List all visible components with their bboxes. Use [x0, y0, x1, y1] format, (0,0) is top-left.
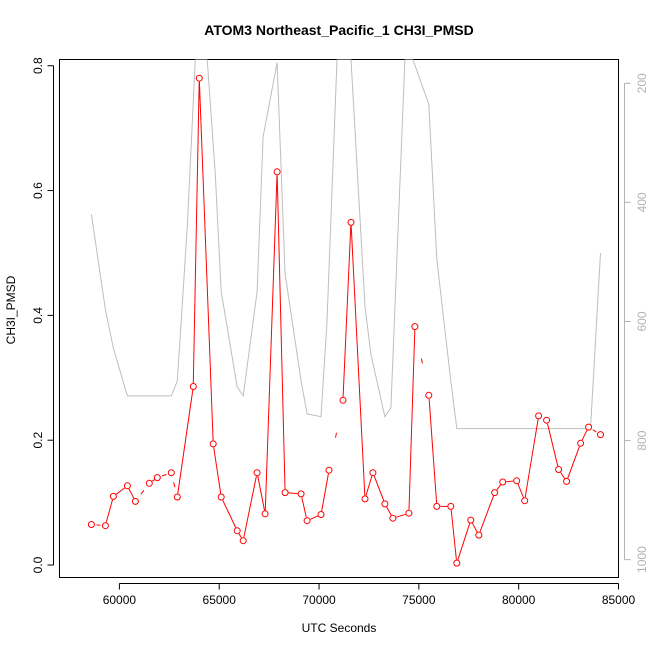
- ch3i-point: [492, 490, 498, 496]
- ch3i-point: [564, 478, 570, 484]
- ch3i-point: [174, 494, 180, 500]
- y-tick-label: 0.6: [31, 182, 45, 199]
- y-tick-label: 0.2: [31, 432, 45, 449]
- x-tick-label: 65000: [203, 593, 237, 607]
- ch3i-point: [412, 324, 418, 330]
- ch3i-segment: [506, 481, 513, 482]
- x-axis-label: UTC Seconds: [302, 621, 377, 635]
- ch3i-point: [476, 532, 482, 538]
- ch3i-point: [318, 512, 324, 518]
- ch3i-point: [274, 169, 280, 175]
- ch3i-point: [586, 424, 592, 430]
- ch3i-point: [102, 523, 108, 529]
- ch3i-point: [340, 397, 346, 403]
- y-axis-label: CH3I_PMSD: [4, 275, 18, 344]
- ch3i-point: [234, 528, 240, 534]
- ch3i-point: [240, 538, 246, 544]
- ch3i-point: [218, 494, 224, 500]
- ch3i-point: [132, 498, 138, 504]
- x-tick-label: 85000: [602, 593, 636, 607]
- x-tick-label: 70000: [302, 593, 336, 607]
- ch3i-point: [298, 491, 304, 497]
- ch3i-point: [196, 75, 202, 81]
- ch3i-point: [190, 384, 196, 390]
- ch3i-point: [304, 518, 310, 524]
- ch3i-point: [500, 479, 506, 485]
- y-tick-label: 0.8: [31, 57, 45, 74]
- ch3i-point: [262, 511, 268, 517]
- ch3i-point: [154, 475, 160, 481]
- y2-tick-label: 400: [635, 192, 649, 212]
- ch3i-point: [382, 501, 388, 507]
- ch3i-point: [370, 470, 376, 476]
- chart-title: ATOM3 Northeast_Pacific_1 CH3I_PMSD: [204, 22, 473, 38]
- ch3i-point: [362, 496, 368, 502]
- ch3i-point: [88, 522, 94, 528]
- ch3i-point: [468, 517, 474, 523]
- ch3i-point: [434, 503, 440, 509]
- y2-tick-label: 800: [635, 430, 649, 450]
- ch3i-point: [348, 219, 354, 225]
- ch3i-point: [124, 483, 130, 489]
- ch3i-point: [536, 413, 542, 419]
- ch3i-point: [598, 432, 604, 438]
- ch3i-point: [146, 480, 152, 486]
- x-tick-label: 75000: [402, 593, 436, 607]
- ch3i-point: [390, 515, 396, 521]
- ch3i-segment: [289, 493, 298, 494]
- ch3i-point: [544, 417, 550, 423]
- ch3i-point: [110, 493, 116, 499]
- ch3i-point: [282, 490, 288, 496]
- ch3i-point: [522, 498, 528, 504]
- y-tick-label: 0.0: [31, 556, 45, 573]
- ch3i-point: [168, 470, 174, 476]
- ch3i-point: [556, 467, 562, 473]
- ch3i-point: [454, 560, 460, 566]
- y2-tick-label: 1000: [635, 546, 649, 573]
- ch3i-point: [514, 478, 520, 484]
- ch3i-point: [326, 467, 332, 473]
- ch3i-point: [406, 510, 412, 516]
- x-tick-label: 80000: [502, 593, 536, 607]
- y2-tick-label: 600: [635, 311, 649, 331]
- ch3i-point: [448, 503, 454, 509]
- y2-tick-label: 200: [635, 73, 649, 93]
- y-tick-label: 0.4: [31, 307, 45, 324]
- ch3i-point: [578, 440, 584, 446]
- ch3i-point: [254, 470, 260, 476]
- ch3i-point: [426, 392, 432, 398]
- x-tick-label: 60000: [103, 593, 137, 607]
- ch3i-point: [210, 441, 216, 447]
